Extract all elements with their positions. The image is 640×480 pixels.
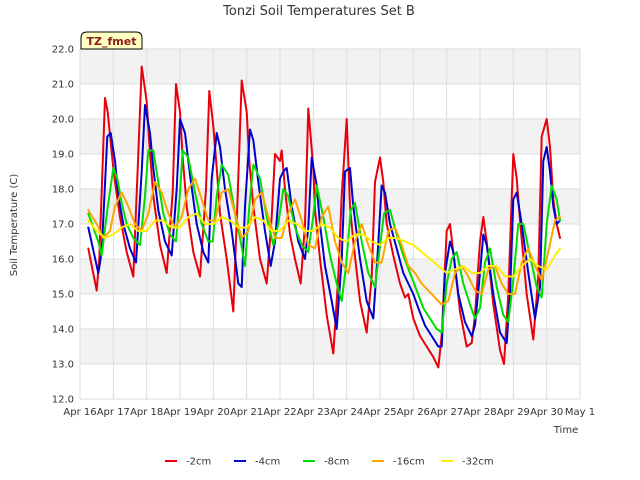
y-tick-label: 17.0: [52, 220, 74, 231]
station-badge-box: [80, 31, 143, 50]
legend-label: -4cm: [255, 457, 280, 468]
y-tick-label: 14.0: [52, 325, 74, 336]
x-tick-label: Apr 26: [397, 407, 430, 418]
y-tick-label: 15.0: [52, 290, 74, 301]
x-tick-label: Apr 21: [230, 407, 263, 418]
x-axis-ticks: Apr 16 Apr 17 Apr 18 Apr 19 Apr 20 Apr 21 Apr …: [63, 407, 595, 418]
x-tick-label: Apr 23: [297, 407, 330, 418]
series-line-4cm: [87, 104, 561, 348]
legend-label: -8cm: [324, 457, 349, 468]
y-tick-label: 16.0: [52, 255, 74, 266]
y-tick-label: 22.0: [52, 45, 74, 56]
legend-label: -16cm: [393, 457, 425, 468]
legend: -2cm -4cm -8cm -16cm -32cm: [165, 457, 494, 468]
x-tick-label: Apr 18: [130, 407, 163, 418]
y-tick-label: 18.0: [52, 185, 74, 196]
x-tick-label: Apr 20: [197, 407, 230, 418]
x-tick-label: Apr 25: [363, 407, 396, 418]
y-tick-label: 20.0: [52, 115, 74, 126]
x-tick-label: Apr 30: [530, 407, 563, 418]
y-axis-ticks: 12.0 13.0 14.0 15.0 16.0 17.0 18.0 19.0 20.0 21.0…: [52, 45, 74, 406]
legend-label: -32cm: [462, 457, 494, 468]
plot-band: [80, 119, 580, 154]
legend-label: -2cm: [186, 457, 211, 468]
plot-band: [80, 49, 580, 84]
x-tick-label: Apr 29: [497, 407, 530, 418]
y-tick-label: 21.0: [52, 80, 74, 91]
x-tick-label: Apr 22: [263, 407, 296, 418]
station-badge: TZ_fmet: [80, 31, 143, 50]
chart-title: Tonzi Soil Temperatures Set B: [222, 4, 415, 19]
y-tick-label: 19.0: [52, 150, 74, 161]
x-tick-label: Apr 28: [463, 407, 496, 418]
y-tick-label: 13.0: [52, 360, 74, 371]
grid-lines: [79, 48, 581, 400]
series-lines: [87, 65, 561, 369]
x-tick-label: Apr 16: [63, 407, 96, 418]
series-line-16cm: [87, 177, 561, 306]
x-tick-label: May 1: [565, 407, 595, 418]
series-line-32cm: [87, 212, 561, 278]
x-axis-label: Time: [553, 425, 578, 436]
y-tick-label: 12.0: [52, 395, 74, 406]
x-tick-label: Apr 17: [97, 407, 130, 418]
station-badge-text: TZ_fmet: [87, 35, 137, 48]
x-tick-label: Apr 27: [430, 407, 463, 418]
y-axis-label: Soil Temperature (C): [9, 174, 20, 277]
x-tick-label: Apr 19: [163, 407, 196, 418]
x-tick-label: Apr 24: [330, 407, 363, 418]
